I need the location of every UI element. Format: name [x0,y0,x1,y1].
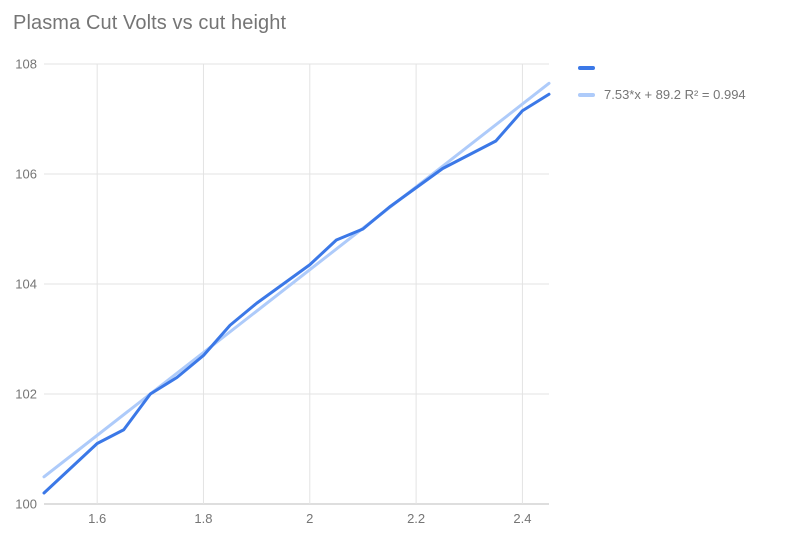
series-line [42,92,551,495]
x-tick-label: 2 [306,511,313,526]
legend-item-trendline[interactable]: 7.53*x + 89.2 R² = 0.994 [578,81,746,108]
chart-title: Plasma Cut Volts vs cut height [13,12,287,34]
trendline-swatch-icon [578,92,595,97]
y-tick-label: 108 [15,56,37,71]
legend-trendline-label: 7.53*x + 89.2 R² = 0.994 [604,87,746,102]
series-swatch-icon [578,65,595,70]
x-tick-label: 2.2 [407,511,425,526]
x-tick-label: 1.8 [194,511,212,526]
trendline-line [42,81,551,479]
x-tick-label: 2.4 [513,511,531,526]
y-tick-label: 102 [15,386,37,401]
y-tick-label: 100 [15,496,37,511]
legend: 7.53*x + 89.2 R² = 0.994 [578,54,746,108]
x-tick-label: 1.6 [88,511,106,526]
y-tick-label: 104 [15,276,37,291]
y-tick-label: 106 [15,166,37,181]
legend-item-series[interactable] [578,54,746,81]
